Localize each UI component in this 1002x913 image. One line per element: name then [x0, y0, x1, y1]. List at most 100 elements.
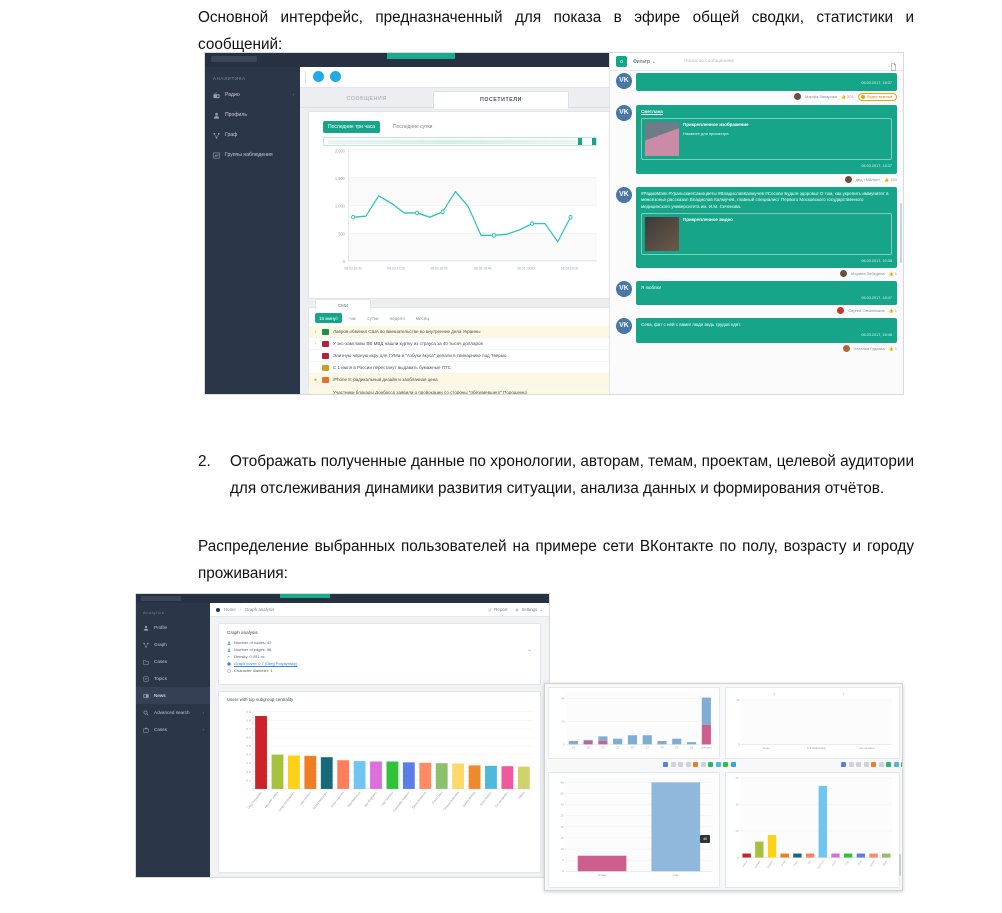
image-icon[interactable] — [700, 762, 706, 767]
chart-pie-icon[interactable] — [856, 762, 861, 767]
bar-segment[interactable] — [672, 738, 682, 745]
chat-message-list[interactable]: VK 06.03.2017, 18:37 Марфа Захарова 👍 201 Ли… — [616, 73, 897, 392]
bar[interactable] — [320, 757, 333, 789]
table-icon[interactable] — [863, 762, 869, 767]
bar-segment[interactable] — [657, 740, 667, 745]
range-last-three-hours[interactable]: Последние три часа — [323, 121, 381, 133]
pin-icon[interactable]: ↑ — [314, 329, 317, 335]
news-filter-month[interactable]: месяц — [415, 315, 429, 321]
bar[interactable] — [793, 853, 802, 858]
bar-segment[interactable] — [583, 740, 593, 745]
sidebar-item-watch-groups[interactable]: Группы наблюдения — [205, 145, 300, 165]
bar[interactable] — [353, 761, 366, 789]
sidebar-item-cases-2[interactable]: Cases › — [136, 721, 210, 738]
table-icon[interactable] — [685, 762, 691, 767]
bar-segment[interactable] — [701, 697, 711, 725]
bar[interactable] — [468, 765, 481, 789]
bar[interactable] — [370, 761, 382, 789]
image-icon[interactable] — [878, 762, 884, 767]
message-bubble[interactable]: Сева, фат с ней с вами! люди ведь трудов… — [636, 318, 897, 343]
bar[interactable] — [805, 853, 815, 858]
chart-bar-icon[interactable] — [670, 762, 676, 767]
sidebar-item-profile[interactable]: Профиль — [205, 105, 300, 125]
sidebar-item-graph[interactable]: Graph — [136, 636, 210, 653]
bar[interactable] — [882, 853, 891, 858]
bar[interactable] — [843, 853, 853, 858]
sidebar-item-news[interactable]: News — [136, 687, 210, 704]
news-filter-15min[interactable]: 15 минут — [315, 313, 343, 323]
bar[interactable] — [435, 763, 448, 789]
refresh-icon[interactable] — [723, 762, 728, 767]
report-action[interactable]: Report — [488, 607, 507, 612]
stat-graph-cover[interactable]: Graph cover: 0.7 (Oleg Polyaynsky) — [227, 661, 532, 666]
breadcrumb-home[interactable]: Home — [224, 607, 236, 612]
settings-action[interactable]: Settings ⌄ — [515, 607, 543, 613]
bar-segment[interactable] — [701, 724, 711, 745]
fullscreen-icon[interactable] — [730, 762, 736, 767]
bar[interactable] — [831, 853, 840, 858]
avatar[interactable] — [842, 344, 850, 352]
bar[interactable] — [501, 766, 514, 789]
bar[interactable] — [767, 834, 777, 858]
chart-line-icon[interactable] — [663, 762, 668, 767]
news-tab-smi[interactable]: СМИ — [315, 299, 371, 310]
message-author-link[interactable]: Светлана — [641, 108, 664, 114]
news-list[interactable]: ↑ Лавров обвинил США во вмешательстве во … — [309, 326, 693, 394]
bar[interactable] — [337, 760, 350, 789]
bar-segment[interactable] — [598, 740, 608, 745]
bar[interactable] — [869, 853, 878, 858]
bar[interactable] — [485, 765, 497, 789]
bar[interactable] — [755, 841, 764, 858]
message-bubble[interactable]: Светлана Прикрепленное изображение Нажмите… — [636, 104, 897, 174]
sidebar-item-radio[interactable]: Радио › — [205, 85, 300, 105]
bar[interactable] — [856, 853, 866, 858]
pin-icon[interactable]: ↑ — [314, 341, 317, 347]
bar[interactable] — [271, 754, 284, 789]
chart-pie-icon[interactable] — [678, 762, 683, 767]
image-thumbnail[interactable] — [645, 122, 679, 157]
avatar[interactable] — [793, 93, 801, 101]
chart-toolbar-left[interactable] — [663, 762, 736, 767]
avatar[interactable] — [837, 307, 845, 315]
avatar[interactable] — [313, 71, 324, 82]
sidebar-item-cases[interactable]: Cases — [136, 653, 210, 670]
sidebar-item-topics[interactable]: Topics — [136, 670, 210, 687]
bar-segment[interactable] — [627, 735, 638, 745]
message-attachment[interactable]: Прикрепленное изображение Нажмите для про… — [641, 118, 892, 161]
meta-author-name[interactable]: Марфа Захарова — [804, 94, 837, 100]
bar[interactable] — [651, 782, 701, 872]
meta-author-name[interactable]: Марина Лебедева — [851, 271, 885, 277]
download-icon[interactable] — [871, 762, 876, 767]
bar[interactable] — [386, 761, 399, 789]
bar[interactable] — [742, 853, 751, 858]
chart-line-icon[interactable] — [841, 762, 846, 767]
bar[interactable] — [255, 716, 267, 789]
pin-icon[interactable]: ★ — [313, 377, 318, 383]
time-range-slider[interactable] — [323, 137, 597, 146]
sidebar-item-advanced-search[interactable]: Advanced search › — [136, 704, 210, 721]
bar[interactable] — [577, 855, 627, 872]
overlay-scrollbar[interactable] — [898, 854, 901, 876]
meta-author-name[interactable]: Сергей Овчинников — [848, 308, 885, 314]
download-icon[interactable] — [693, 762, 698, 767]
avatar[interactable] — [330, 71, 341, 82]
message-bubble[interactable]: 06.03.2017, 18:37 — [636, 73, 897, 91]
pdf-icon[interactable] — [886, 762, 891, 767]
slider-handle-right[interactable] — [592, 138, 596, 145]
news-filter-week[interactable]: неделя — [389, 315, 405, 321]
refresh-icon[interactable] — [901, 762, 902, 767]
bar[interactable] — [517, 766, 530, 789]
message-attachment[interactable]: Прикрепленное видео — [641, 212, 892, 255]
sidebar-item-profile[interactable]: Profile — [136, 619, 210, 636]
chart-toolbar-right[interactable] — [841, 762, 902, 767]
csv-icon[interactable] — [893, 762, 899, 767]
bar-segment[interactable] — [613, 738, 623, 745]
bar-segment[interactable] — [686, 742, 697, 745]
slider-handle-left[interactable] — [578, 138, 582, 145]
bar-segment[interactable] — [583, 739, 593, 741]
pdf-icon[interactable] — [708, 762, 713, 767]
chat-scrollbar[interactable] — [900, 203, 902, 263]
filter-dropdown[interactable]: Фильтр ⌄ — [633, 59, 656, 65]
message-bubble[interactable]: #РадиоМаяк #УральскиеСамоцветы #Владисла… — [636, 186, 897, 269]
avatar[interactable] — [844, 175, 852, 183]
